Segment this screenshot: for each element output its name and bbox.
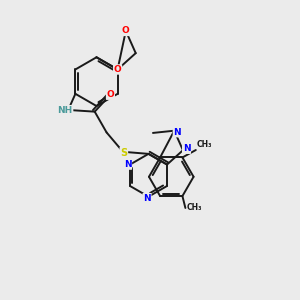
- Text: S: S: [120, 148, 128, 158]
- Text: O: O: [106, 90, 114, 99]
- Text: O: O: [114, 65, 122, 74]
- Text: N: N: [124, 160, 131, 169]
- Text: N: N: [143, 194, 151, 203]
- Text: N: N: [173, 128, 181, 137]
- Text: NH: NH: [57, 106, 73, 115]
- Text: CH₃: CH₃: [186, 203, 202, 212]
- Text: O: O: [122, 26, 130, 35]
- Text: CH₃: CH₃: [197, 140, 212, 149]
- Text: N: N: [183, 144, 190, 153]
